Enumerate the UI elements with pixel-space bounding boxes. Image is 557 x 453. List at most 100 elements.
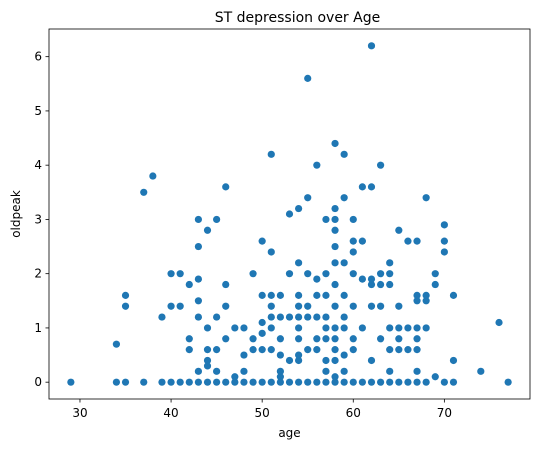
data-point-6 bbox=[140, 378, 148, 386]
y-axis-label: oldpeak bbox=[9, 190, 23, 238]
data-point-116 bbox=[331, 356, 339, 365]
data-point-202 bbox=[449, 291, 458, 299]
data-point-120 bbox=[331, 302, 339, 310]
data-point-88 bbox=[295, 291, 303, 299]
data-point-178 bbox=[404, 324, 412, 332]
data-point-21 bbox=[194, 378, 202, 386]
data-point-107 bbox=[322, 356, 330, 365]
data-point-8 bbox=[149, 172, 157, 180]
data-point-29 bbox=[203, 362, 212, 370]
data-point-190 bbox=[422, 297, 430, 305]
plot-area bbox=[67, 42, 512, 386]
data-point-42 bbox=[222, 280, 230, 289]
data-point-103 bbox=[313, 275, 321, 283]
data-point-24 bbox=[194, 297, 202, 305]
data-point-75 bbox=[276, 291, 284, 299]
data-point-81 bbox=[295, 378, 303, 386]
data-point-205 bbox=[504, 378, 512, 386]
data-point-174 bbox=[395, 302, 403, 310]
data-point-23 bbox=[194, 313, 202, 321]
data-point-77 bbox=[285, 356, 294, 365]
data-point-38 bbox=[213, 215, 221, 224]
data-point-199 bbox=[440, 221, 448, 229]
data-point-105 bbox=[322, 378, 330, 386]
data-point-185 bbox=[413, 297, 421, 305]
data-point-33 bbox=[203, 226, 212, 234]
data-point-137 bbox=[349, 378, 357, 386]
data-point-179 bbox=[404, 237, 412, 245]
data-point-0 bbox=[67, 378, 75, 386]
data-point-126 bbox=[331, 204, 339, 213]
data-point-115 bbox=[331, 373, 339, 381]
data-point-65 bbox=[267, 302, 275, 310]
data-point-167 bbox=[386, 280, 394, 289]
data-point-96 bbox=[304, 194, 312, 202]
y-tick-label: 6 bbox=[34, 50, 42, 64]
data-point-64 bbox=[267, 313, 275, 321]
data-point-118 bbox=[331, 335, 339, 343]
data-point-45 bbox=[231, 373, 239, 381]
data-point-78 bbox=[285, 313, 294, 321]
data-point-165 bbox=[386, 346, 394, 354]
data-point-131 bbox=[340, 324, 348, 332]
data-point-102 bbox=[313, 291, 321, 299]
data-point-60 bbox=[258, 237, 266, 245]
data-point-98 bbox=[313, 378, 321, 386]
data-point-35 bbox=[213, 367, 221, 375]
data-point-111 bbox=[322, 291, 330, 299]
data-point-157 bbox=[377, 378, 385, 386]
data-point-3 bbox=[121, 378, 130, 386]
data-point-176 bbox=[404, 378, 412, 386]
data-point-180 bbox=[413, 378, 421, 386]
data-point-101 bbox=[313, 313, 321, 321]
x-tick-label: 70 bbox=[437, 406, 452, 420]
data-point-30 bbox=[203, 356, 212, 365]
data-point-171 bbox=[395, 346, 403, 354]
data-point-43 bbox=[222, 183, 230, 191]
data-point-28 bbox=[203, 378, 212, 386]
data-point-175 bbox=[395, 226, 403, 234]
data-point-113 bbox=[322, 215, 330, 224]
data-point-89 bbox=[295, 259, 303, 267]
data-point-100 bbox=[313, 335, 321, 343]
data-point-109 bbox=[322, 324, 330, 332]
data-point-160 bbox=[377, 280, 385, 289]
data-point-79 bbox=[285, 270, 294, 278]
data-point-46 bbox=[231, 324, 239, 332]
data-point-82 bbox=[295, 356, 303, 365]
data-point-76 bbox=[285, 378, 294, 386]
data-point-124 bbox=[331, 226, 339, 234]
data-point-57 bbox=[258, 329, 266, 337]
data-point-32 bbox=[203, 324, 212, 332]
data-point-11 bbox=[167, 378, 175, 386]
data-point-18 bbox=[185, 346, 193, 354]
data-point-147 bbox=[358, 275, 366, 283]
data-point-68 bbox=[267, 150, 275, 158]
data-point-138 bbox=[349, 346, 357, 354]
data-point-85 bbox=[295, 324, 303, 332]
data-point-94 bbox=[304, 302, 312, 310]
data-point-192 bbox=[422, 194, 430, 202]
data-point-156 bbox=[367, 42, 376, 50]
data-point-201 bbox=[449, 356, 458, 365]
data-point-87 bbox=[295, 302, 303, 310]
data-point-26 bbox=[194, 242, 202, 251]
data-point-5 bbox=[121, 291, 130, 299]
data-point-72 bbox=[276, 351, 284, 359]
data-point-168 bbox=[386, 270, 394, 278]
data-point-19 bbox=[185, 335, 193, 343]
data-point-58 bbox=[258, 318, 266, 327]
data-point-169 bbox=[386, 259, 394, 267]
data-point-128 bbox=[340, 378, 348, 386]
data-point-140 bbox=[349, 302, 357, 310]
data-point-181 bbox=[413, 367, 421, 375]
data-point-62 bbox=[267, 346, 275, 354]
x-axis-label: age bbox=[278, 426, 300, 440]
data-point-27 bbox=[194, 215, 202, 224]
data-point-143 bbox=[349, 237, 357, 245]
data-point-1 bbox=[112, 378, 121, 386]
data-point-183 bbox=[413, 335, 421, 343]
y-tick-label: 5 bbox=[34, 104, 42, 118]
y-tick-label: 3 bbox=[34, 212, 42, 226]
y-tick-label: 2 bbox=[34, 267, 42, 281]
